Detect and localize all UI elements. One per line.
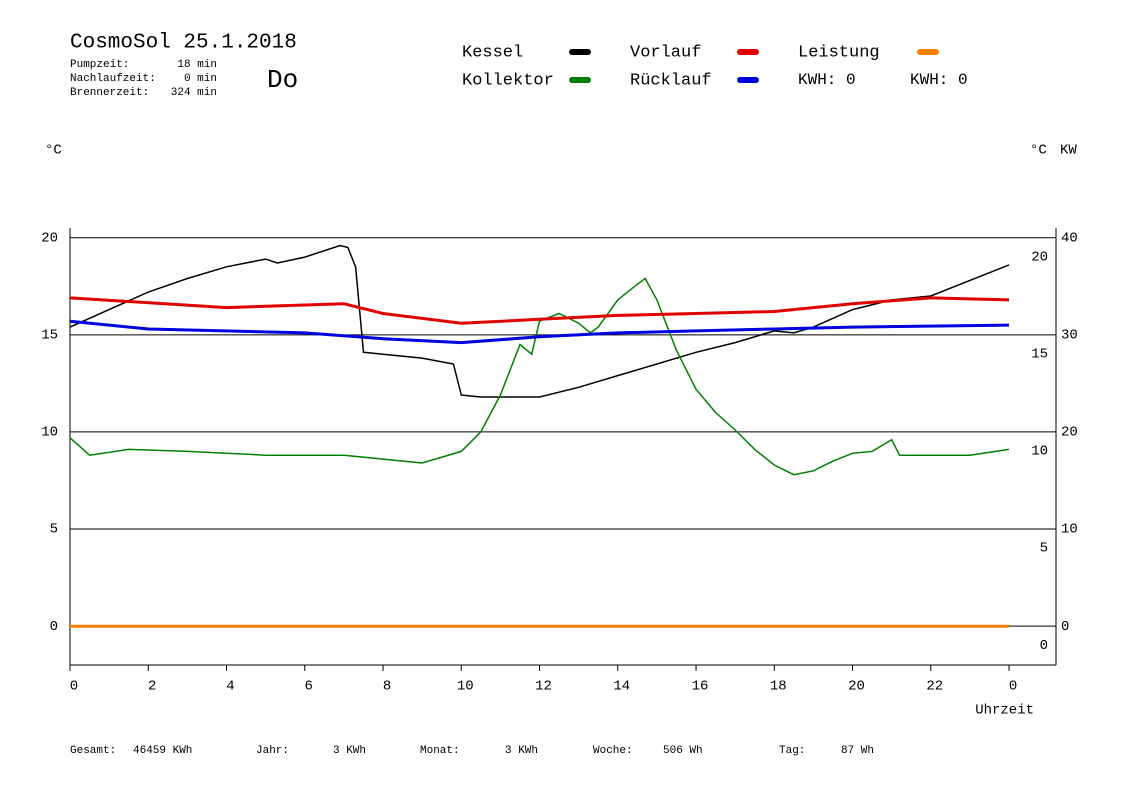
legend-label: Kessel bbox=[462, 43, 523, 62]
footer-label: Tag: bbox=[779, 745, 805, 757]
footer-label: Monat: bbox=[420, 745, 460, 757]
x-tick-label: 20 bbox=[848, 679, 865, 695]
legend-label: Leistung bbox=[798, 43, 880, 62]
y2-tick-label: 0 bbox=[1061, 619, 1069, 635]
kwh-label: KWH: 0 bbox=[910, 71, 968, 89]
stat-label: Nachlaufzeit: bbox=[70, 73, 156, 85]
stat-value: 18 min bbox=[177, 59, 217, 71]
footer-value: 3 KWh bbox=[333, 745, 366, 757]
stat-value: 0 min bbox=[184, 73, 217, 85]
legend-label: Kollektor bbox=[462, 71, 554, 90]
footer-value: 506 Wh bbox=[663, 745, 703, 757]
footer-value: 3 KWh bbox=[505, 745, 538, 757]
series-line bbox=[69, 277, 1010, 476]
footer-label: Woche: bbox=[593, 745, 633, 757]
y2-unit: KW bbox=[1060, 143, 1077, 159]
stat-label: Pumpzeit: bbox=[70, 59, 129, 71]
y-tick-label: 5 bbox=[50, 522, 58, 538]
x-tick-label: 12 bbox=[535, 679, 552, 695]
stat-label: Brennerzeit: bbox=[70, 87, 149, 99]
y2-tick-label: 40 bbox=[1061, 230, 1078, 246]
x-tick-label: 8 bbox=[383, 679, 391, 695]
day: Do bbox=[267, 65, 298, 95]
footer-value: 46459 KWh bbox=[133, 745, 192, 757]
y-tick-label-right: 5 bbox=[1040, 541, 1048, 557]
y2-unit: °C bbox=[1030, 143, 1047, 159]
x-tick-label: 14 bbox=[613, 679, 630, 695]
x-axis-label: Uhrzeit bbox=[975, 703, 1034, 719]
y-tick-label-right: 20 bbox=[1031, 249, 1048, 265]
y-tick-label: 15 bbox=[41, 328, 58, 344]
x-tick-label: 0 bbox=[1009, 679, 1017, 695]
legend-label: Vorlauf bbox=[630, 43, 701, 62]
x-tick-label: 18 bbox=[770, 679, 787, 695]
y-tick-label: 10 bbox=[41, 425, 58, 441]
y2-tick-label: 10 bbox=[1061, 522, 1078, 538]
series-line bbox=[69, 296, 1010, 325]
y2-tick-label: 20 bbox=[1061, 425, 1078, 441]
x-tick-label: 22 bbox=[926, 679, 943, 695]
stat-value: 324 min bbox=[171, 87, 217, 99]
y2-tick-label: 30 bbox=[1061, 328, 1078, 344]
x-tick-label: 0 bbox=[70, 679, 78, 695]
series-line bbox=[69, 319, 1010, 345]
footer-value: 87 Wh bbox=[841, 745, 874, 757]
x-tick-label: 2 bbox=[148, 679, 156, 695]
footer-label: Gesamt: bbox=[70, 745, 116, 757]
x-tick-label: 10 bbox=[457, 679, 474, 695]
x-tick-label: 6 bbox=[305, 679, 313, 695]
legend-label: Rücklauf bbox=[630, 71, 712, 90]
y-tick-label-right: 0 bbox=[1040, 638, 1048, 654]
y-tick-label-right: 10 bbox=[1031, 444, 1048, 460]
x-tick-label: 4 bbox=[226, 679, 234, 695]
x-tick-label: 16 bbox=[692, 679, 709, 695]
y-unit: °C bbox=[45, 143, 62, 159]
title: CosmoSol 25.1.2018 bbox=[70, 32, 297, 55]
y-tick-label-right: 15 bbox=[1031, 347, 1048, 363]
kwh-label: KWH: 0 bbox=[798, 71, 856, 89]
y-tick-label: 0 bbox=[50, 619, 58, 635]
y-tick-label: 20 bbox=[41, 230, 58, 246]
footer-label: Jahr: bbox=[256, 745, 289, 757]
